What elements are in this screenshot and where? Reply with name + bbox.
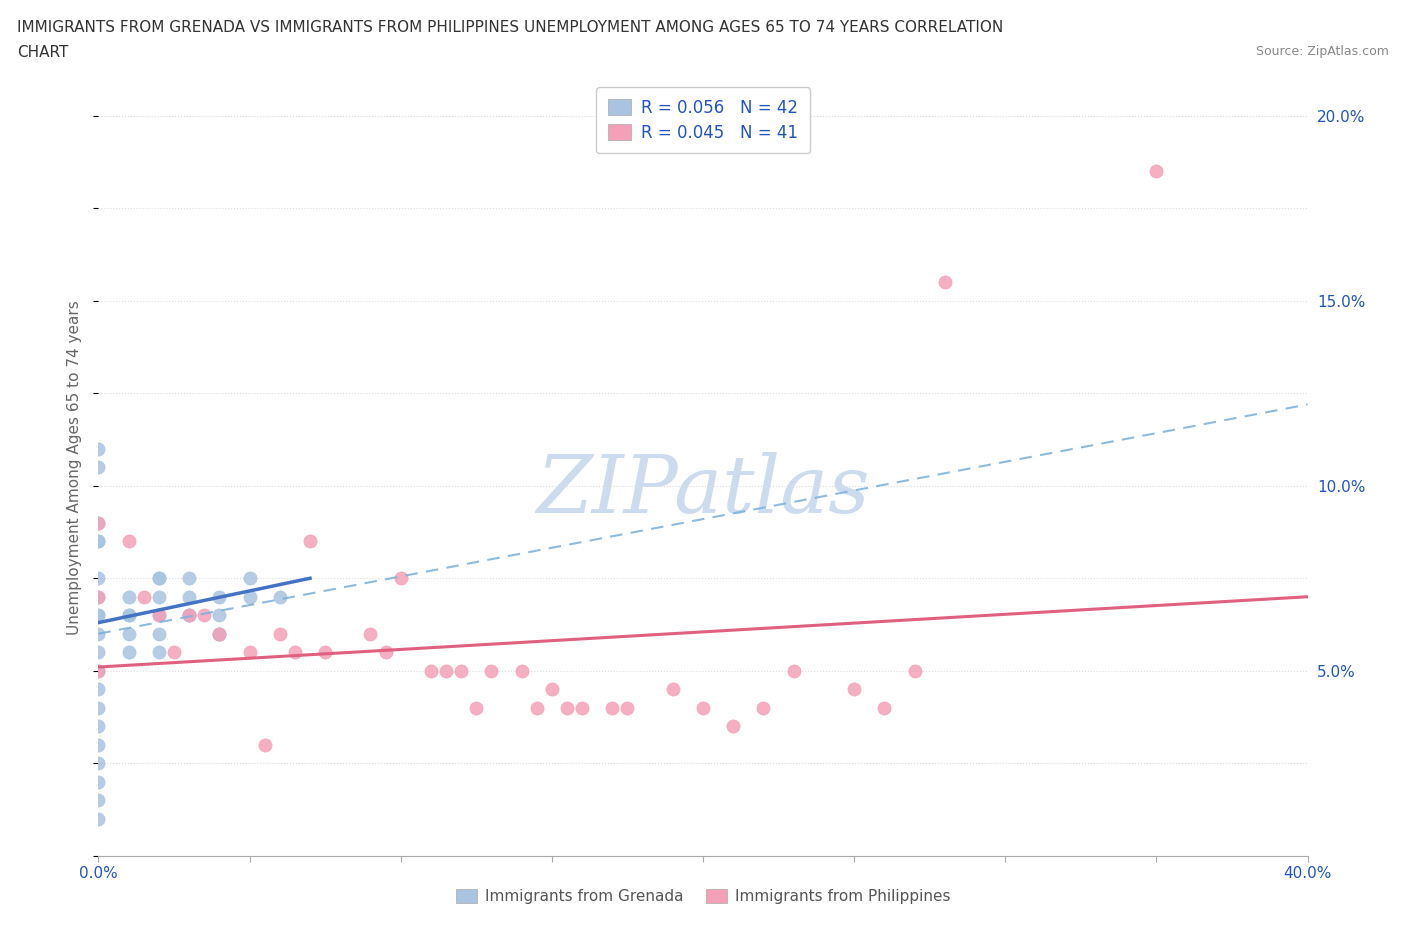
Y-axis label: Unemployment Among Ages 65 to 74 years: Unemployment Among Ages 65 to 74 years xyxy=(67,300,83,634)
Point xyxy=(118,608,141,623)
Point xyxy=(87,460,110,475)
Point xyxy=(148,571,170,586)
Point xyxy=(314,644,336,659)
Point xyxy=(87,700,110,715)
Point xyxy=(208,626,231,641)
Point xyxy=(360,626,382,641)
Point xyxy=(87,811,110,826)
Point xyxy=(179,590,201,604)
Point xyxy=(87,682,110,697)
Point xyxy=(87,608,110,623)
Point xyxy=(616,700,638,715)
Point xyxy=(239,590,262,604)
Point xyxy=(148,571,170,586)
Point xyxy=(87,590,110,604)
Point xyxy=(269,626,291,641)
Point xyxy=(269,590,291,604)
Point xyxy=(87,737,110,752)
Point xyxy=(555,700,578,715)
Point xyxy=(465,700,488,715)
Point xyxy=(904,663,927,678)
Point xyxy=(389,571,412,586)
Point xyxy=(148,626,170,641)
Point xyxy=(118,590,141,604)
Point xyxy=(752,700,775,715)
Point xyxy=(118,534,141,549)
Legend: Immigrants from Grenada, Immigrants from Philippines: Immigrants from Grenada, Immigrants from… xyxy=(450,883,956,910)
Point xyxy=(723,719,745,734)
Point xyxy=(510,663,533,678)
Text: CHART: CHART xyxy=(17,45,69,60)
Point xyxy=(179,608,201,623)
Point xyxy=(148,590,170,604)
Point xyxy=(193,608,215,623)
Point xyxy=(148,608,170,623)
Point xyxy=(208,608,231,623)
Point xyxy=(87,644,110,659)
Point xyxy=(481,663,503,678)
Point xyxy=(934,275,956,290)
Point xyxy=(374,644,396,659)
Point xyxy=(239,644,262,659)
Text: IMMIGRANTS FROM GRENADA VS IMMIGRANTS FROM PHILIPPINES UNEMPLOYMENT AMONG AGES 6: IMMIGRANTS FROM GRENADA VS IMMIGRANTS FR… xyxy=(17,20,1002,35)
Point xyxy=(692,700,714,715)
Point xyxy=(526,700,548,715)
Point xyxy=(179,608,201,623)
Text: ZIPatlas: ZIPatlas xyxy=(536,452,870,529)
Point xyxy=(208,626,231,641)
Point xyxy=(87,571,110,586)
Point xyxy=(208,590,231,604)
Point xyxy=(87,663,110,678)
Point xyxy=(299,534,322,549)
Point xyxy=(783,663,806,678)
Point xyxy=(284,644,307,659)
Point xyxy=(208,626,231,641)
Point xyxy=(844,682,866,697)
Point xyxy=(87,719,110,734)
Point xyxy=(163,644,186,659)
Point xyxy=(450,663,472,678)
Point xyxy=(87,442,110,457)
Point xyxy=(87,534,110,549)
Point xyxy=(87,590,110,604)
Point xyxy=(118,644,141,659)
Point xyxy=(87,515,110,530)
Point xyxy=(1144,164,1167,179)
Point xyxy=(179,608,201,623)
Point xyxy=(179,571,201,586)
Point xyxy=(87,774,110,789)
Point xyxy=(540,682,562,697)
Point xyxy=(118,608,141,623)
Point xyxy=(239,571,262,586)
Point xyxy=(434,663,457,678)
Point xyxy=(87,626,110,641)
Point xyxy=(148,644,170,659)
Point xyxy=(87,608,110,623)
Point xyxy=(661,682,683,697)
Point xyxy=(420,663,443,678)
Point xyxy=(87,534,110,549)
Point xyxy=(118,626,141,641)
Point xyxy=(873,700,896,715)
Point xyxy=(87,756,110,771)
Point xyxy=(132,590,155,604)
Point xyxy=(253,737,276,752)
Point xyxy=(148,608,170,623)
Point xyxy=(87,515,110,530)
Point xyxy=(87,792,110,807)
Point xyxy=(87,663,110,678)
Point xyxy=(571,700,593,715)
Point xyxy=(602,700,624,715)
Text: Source: ZipAtlas.com: Source: ZipAtlas.com xyxy=(1256,45,1389,58)
